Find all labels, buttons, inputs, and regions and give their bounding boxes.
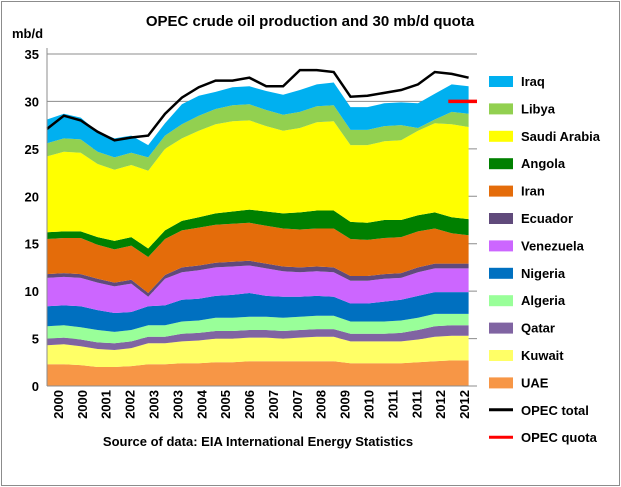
x-tick-label: 2007 bbox=[290, 390, 305, 419]
chart-title: OPEC crude oil production and 30 mb/d qu… bbox=[146, 13, 475, 30]
x-tick-label: 2003 bbox=[170, 390, 185, 419]
y-tick-label: 25 bbox=[25, 142, 39, 157]
x-tick-label: 2012 bbox=[433, 390, 448, 419]
x-tick-label: 2003 bbox=[147, 390, 162, 419]
y-axis-label: mb/d bbox=[12, 26, 43, 41]
legend-label-iraq: Iraq bbox=[521, 74, 545, 89]
x-tick-label: 2009 bbox=[338, 390, 353, 419]
legend-swatch-nigeria bbox=[489, 267, 513, 279]
y-tick-label: 10 bbox=[25, 284, 39, 299]
y-tick-label: 15 bbox=[25, 237, 39, 252]
area-algeria bbox=[47, 313, 469, 344]
x-tick-label: 2004 bbox=[194, 389, 209, 419]
legend-label-saudi-arabia: Saudi Arabia bbox=[521, 129, 601, 144]
legend-label-libya: Libya bbox=[521, 101, 556, 116]
area-iran bbox=[47, 222, 469, 293]
line-opec-total bbox=[46, 68, 469, 142]
x-tick-label: 2005 bbox=[218, 390, 233, 419]
legend-label-iran: Iran bbox=[521, 184, 545, 199]
x-tick-label: 2012 bbox=[457, 390, 472, 419]
legend-label-angola: Angola bbox=[521, 156, 566, 171]
x-tick-label: 2011 bbox=[385, 390, 400, 418]
area-nigeria bbox=[47, 292, 469, 332]
area-libya bbox=[47, 104, 469, 171]
legend-swatch-uae bbox=[489, 377, 513, 389]
legend-label-opec-total: OPEC total bbox=[521, 403, 589, 418]
x-tick-label: 2008 bbox=[314, 390, 329, 419]
x-tick-label: 2011 bbox=[409, 390, 424, 418]
legend-swatch-qatar bbox=[489, 322, 513, 334]
area-venezuela bbox=[47, 265, 469, 313]
legend-swatch-algeria bbox=[489, 295, 513, 307]
legend: Iraq Libya Saudi Arabia Angola Iran Ecuador Ve… bbox=[489, 74, 601, 445]
legend-swatch-iraq bbox=[489, 76, 513, 87]
legend-swatch-venezuela bbox=[489, 240, 513, 252]
area-saudi-arabia bbox=[47, 120, 469, 249]
x-tick-label: 2001 bbox=[99, 390, 114, 419]
y-tick-label: 5 bbox=[32, 332, 39, 347]
y-tick-label: 30 bbox=[25, 94, 39, 109]
legend-swatch-iran bbox=[489, 185, 513, 197]
area-qatar bbox=[47, 325, 469, 350]
y-tick-label: 0 bbox=[32, 379, 39, 394]
legend-label-kuwait: Kuwait bbox=[521, 348, 564, 363]
y-tick-label: 20 bbox=[25, 189, 39, 204]
area-kuwait bbox=[47, 335, 469, 367]
area-ecuador bbox=[47, 260, 469, 297]
x-tick-label: 2002 bbox=[123, 390, 138, 419]
legend-label-qatar: Qatar bbox=[521, 321, 555, 336]
legend-swatch-ecuador bbox=[489, 213, 513, 224]
x-tick-label: 2000 bbox=[51, 390, 66, 419]
plot-area: 0 5 10 15 20 25 30 35 2000 2000 2001 2002 2003 2003 20… bbox=[25, 47, 477, 419]
x-tick-label: 2006 bbox=[242, 390, 257, 419]
area-iraq bbox=[47, 82, 469, 158]
y-tick-label: 35 bbox=[25, 47, 39, 62]
x-tick-label: 2010 bbox=[362, 390, 377, 419]
legend-swatch-saudi-arabia bbox=[489, 130, 513, 142]
legend-swatch-angola bbox=[489, 158, 513, 170]
legend-label-nigeria: Nigeria bbox=[521, 266, 566, 281]
area-angola bbox=[47, 209, 469, 257]
legend-swatch-libya bbox=[489, 103, 513, 115]
source-note: Source of data: EIA International Energy… bbox=[103, 434, 413, 449]
legend-label-ecuador: Ecuador bbox=[521, 211, 573, 226]
x-tick-label: 2000 bbox=[75, 390, 90, 419]
legend-label-algeria: Algeria bbox=[521, 293, 566, 308]
area-uae bbox=[47, 360, 469, 386]
x-tick-label: 2007 bbox=[266, 390, 281, 419]
legend-swatch-kuwait bbox=[489, 350, 513, 361]
legend-label-venezuela: Venezuela bbox=[521, 238, 585, 253]
legend-label-uae: UAE bbox=[521, 375, 549, 390]
legend-label-opec-quota: OPEC quota bbox=[521, 430, 598, 445]
